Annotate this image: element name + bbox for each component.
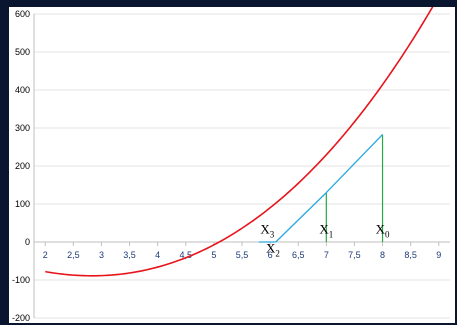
x-tick-label: 3: [99, 250, 104, 260]
iterate-label: X3: [260, 222, 274, 240]
y-tick-label: 500: [15, 47, 30, 57]
iterate-label: X0: [376, 222, 390, 240]
iterate-label: X1: [319, 222, 333, 240]
x-tick-label: 8: [380, 250, 385, 260]
plot-area: 600 500 400 300 200 100 0 -100 -200 2 2,5 3 3,5 4 4,5 5…: [9, 7, 455, 323]
function-curve: [45, 7, 434, 277]
y-tick-label: 300: [15, 123, 30, 133]
x-tick-label: 9: [436, 250, 441, 260]
x-tick-label: 7,5: [348, 250, 361, 260]
y-tick-label: 100: [15, 199, 30, 209]
y-tick-label: 0: [25, 237, 30, 247]
iterate-label: X2: [266, 241, 280, 259]
tangent-line: [325, 134, 384, 194]
x-tick-label: 2: [43, 250, 48, 260]
y-tick-label: 600: [15, 9, 30, 19]
tangent-line: [275, 192, 327, 243]
x-tick-label: 6,5: [292, 250, 305, 260]
x-tick-label: 3,5: [123, 250, 136, 260]
y-tick-label: -100: [12, 275, 30, 285]
x-tick-label: 5,5: [236, 250, 249, 260]
newton-method-chart: 600 500 400 300 200 100 0 -100 -200 2 2,5 3 3,5 4 4,5 5…: [12, 7, 450, 323]
x-tick-label: 7: [324, 250, 329, 260]
y-tick-label: 400: [15, 85, 30, 95]
y-tick-label: -200: [12, 313, 30, 323]
x-tick-label: 4: [155, 250, 160, 260]
x-tick-label: 4,5: [180, 250, 193, 260]
x-tick-label: 6: [268, 250, 273, 260]
x-tick-label: 2,5: [67, 250, 80, 260]
x-tick-label: 5: [211, 250, 216, 260]
y-tick-label: 200: [15, 161, 30, 171]
x-tick-label: 8,5: [404, 250, 417, 260]
